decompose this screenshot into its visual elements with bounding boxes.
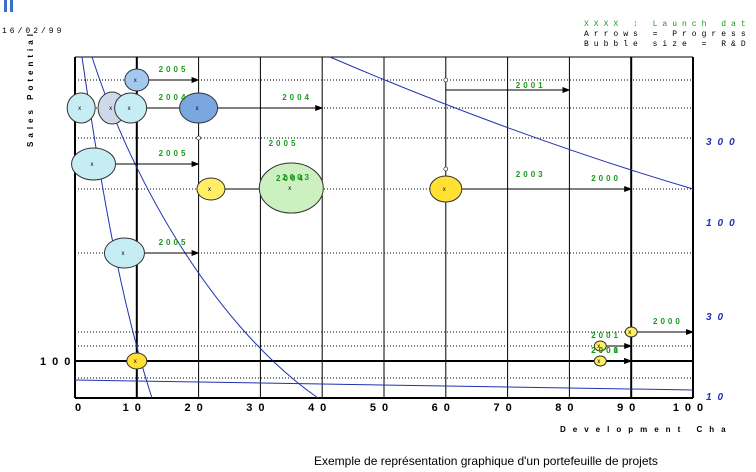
- caption: Exemple de représentation graphique d'un…: [314, 454, 658, 468]
- x-axis-label: Development Cha: [560, 425, 733, 434]
- bubble: [593, 340, 607, 352]
- launch-marker: x: [109, 106, 112, 112]
- launch-year-label: 2005: [159, 149, 189, 158]
- point-marker: [196, 135, 201, 141]
- x-tick-label: 20: [184, 402, 208, 414]
- x-tick-label: 90: [617, 402, 641, 414]
- launch-year-label: 2004: [276, 174, 306, 183]
- curve-label: 100: [706, 218, 741, 229]
- legend-arrows: Arrows = Progress: [584, 30, 751, 39]
- x-tick-label: 40: [308, 402, 332, 414]
- legend-launch-date: XXXX : Launch dat: [584, 20, 751, 29]
- launch-marker: x: [196, 106, 199, 112]
- bubble: [593, 355, 607, 367]
- iso-curve: [329, 56, 694, 190]
- launch-marker: x: [597, 344, 600, 350]
- launch-marker: x: [128, 106, 131, 112]
- progress-arrows: [93, 77, 694, 364]
- x-tick-label: 30: [246, 402, 270, 414]
- x-tick-label: 50: [370, 402, 394, 414]
- launch-year-label: 2005: [159, 238, 189, 247]
- launch-marker: x: [121, 251, 124, 257]
- launch-year-label: 2005: [159, 65, 189, 74]
- x-tick-label: 60: [432, 402, 456, 414]
- launch-year-label: 2000: [653, 317, 683, 326]
- bubble: [114, 92, 148, 124]
- bubble: [103, 237, 145, 269]
- x-tick-label: 10: [123, 402, 147, 414]
- launch-marker: x: [134, 359, 137, 365]
- legend-bubble-size: Bubble size = R&D: [584, 40, 751, 49]
- bubble: [429, 175, 463, 203]
- bubble: [196, 177, 226, 201]
- x-tick-label: 0: [75, 402, 87, 414]
- launch-year-label: 2003: [516, 170, 546, 179]
- bubble: [179, 92, 219, 124]
- launch-year-label: 2001: [591, 346, 621, 355]
- chart-labels: 0 10 20 30 40 50 60 70 80 90 100 100 300 100 30 10 x 2005…: [40, 65, 741, 414]
- bubble: [66, 92, 96, 124]
- launch-year-label: 2004: [159, 93, 189, 102]
- launch-marker: x: [91, 162, 94, 168]
- y-tick-label: 100: [40, 356, 76, 368]
- x-tick-label: 100: [673, 402, 709, 414]
- point-marker: [443, 77, 449, 83]
- bubble: [624, 326, 638, 338]
- launch-year-label: 2001: [516, 81, 546, 90]
- bubble: [126, 352, 148, 370]
- curve-label: 30: [706, 312, 729, 323]
- launch-marker: x: [288, 186, 291, 192]
- date-label: 16/02/99: [2, 27, 65, 36]
- bubble: [71, 147, 117, 181]
- bubble: [258, 162, 324, 214]
- launch-marker: x: [443, 187, 446, 193]
- curve-label: 300: [706, 137, 741, 148]
- bubble: [124, 68, 150, 92]
- launch-year-label: 2000: [591, 346, 621, 355]
- x-tick-label: 80: [555, 402, 579, 414]
- launch-marker: x: [134, 78, 137, 84]
- bubbles: [66, 68, 638, 370]
- point-marker: [443, 166, 449, 172]
- curve-label: 10: [706, 392, 729, 403]
- blue-mark-icon: [4, 0, 13, 12]
- x-tick-label: 70: [493, 402, 517, 414]
- launch-year-label: 2000: [591, 174, 621, 183]
- launch-year-label: 2005: [269, 139, 299, 148]
- launch-marker: x: [78, 106, 81, 112]
- launch-year-label: 2004: [282, 93, 312, 102]
- launch-marker: x: [208, 187, 211, 193]
- launch-year-label: 2003: [282, 173, 312, 182]
- legend: XXXX : Launch dat Arrows = Progress Bubb…: [584, 20, 751, 50]
- launch-marker: x: [597, 359, 600, 365]
- launch-year-label: 2001: [591, 331, 621, 340]
- launch-marker: x: [628, 330, 631, 336]
